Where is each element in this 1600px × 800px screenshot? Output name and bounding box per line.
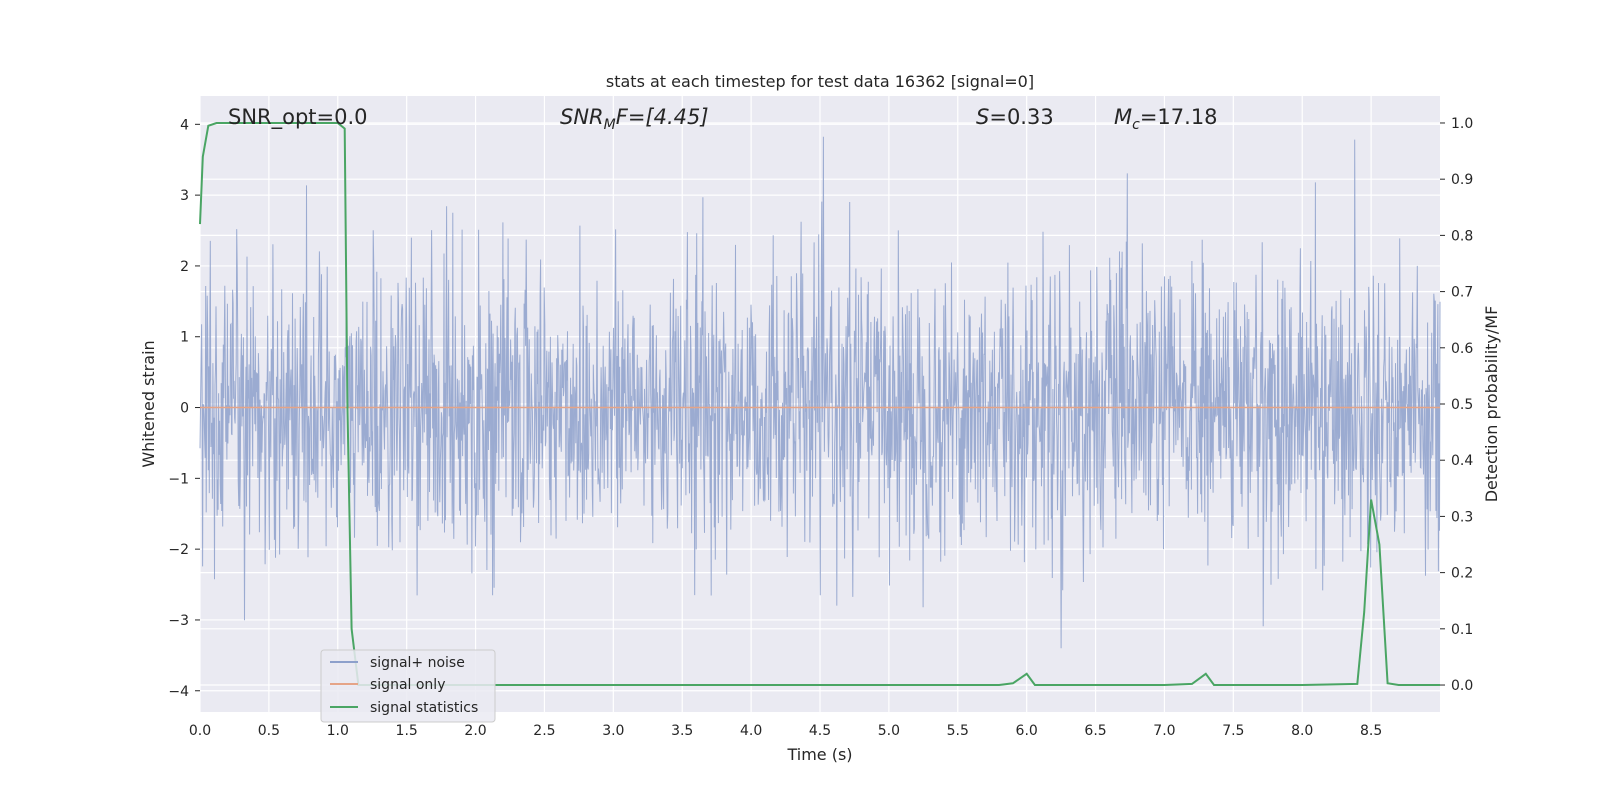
annotation-mc-sub: c — [1132, 117, 1140, 133]
x-tick-label: 1.5 — [396, 723, 418, 739]
annotation-s-value: =0.33 — [989, 105, 1053, 129]
annotation-mc-main: M — [1114, 105, 1132, 129]
x-tick-label: 2.5 — [533, 723, 555, 739]
y-tick-label: −4 — [168, 684, 189, 700]
x-tick-label: 7.0 — [1153, 723, 1175, 739]
legend-label-signal-only: signal only — [370, 677, 445, 693]
x-tick-label: 3.5 — [671, 723, 693, 739]
x-tick-label: 3.0 — [602, 723, 624, 739]
series-signal-noise — [199, 136, 1441, 649]
annotation-s-label: S — [976, 105, 989, 129]
chart-title: stats at each timestep for test data 163… — [606, 72, 1034, 91]
y-tick-label: −3 — [168, 613, 189, 629]
y2-tick-label: 0.2 — [1451, 566, 1473, 582]
y2-tick-label: 0.0 — [1451, 678, 1473, 694]
annotation-snr-mf: SNRMF=[4.45] — [560, 105, 709, 133]
x-axis-label: Time (s) — [786, 745, 852, 764]
y-tick-label: −2 — [168, 542, 189, 558]
x-tick-label: 8.5 — [1360, 723, 1382, 739]
x-tick-label: 2.0 — [464, 723, 486, 739]
y2-tick-label: 0.1 — [1451, 622, 1473, 638]
y-tick-label: −1 — [168, 471, 189, 487]
y-tick-label: 2 — [180, 259, 189, 275]
annotation-snr-mf-sub: M — [604, 117, 616, 133]
y2-tick-label: 1.0 — [1451, 116, 1473, 132]
annotation-snr-mf-main: SNR — [560, 105, 604, 129]
x-tick-label: 7.5 — [1222, 723, 1244, 739]
y2-tick-label: 0.3 — [1451, 509, 1473, 525]
y2-tick-label: 0.7 — [1451, 285, 1473, 301]
y2-tick-label: 0.9 — [1451, 172, 1473, 188]
legend-box — [320, 649, 496, 723]
legend-label-signal-statistics: signal statistics — [370, 700, 478, 716]
y2-tick-label: 0.8 — [1451, 228, 1473, 244]
y2-tick-label: 0.6 — [1451, 341, 1473, 357]
series-lines — [199, 122, 1440, 686]
y2-tick-label: 0.4 — [1451, 453, 1473, 469]
annotation-s: S=0.33 — [976, 105, 1054, 129]
y-axis-label: Whitened strain — [139, 340, 158, 467]
annotation-snr-opt: SNR_opt=0.0 — [228, 105, 368, 130]
x-tick-label: 0.5 — [258, 723, 280, 739]
y2-tick-label: 0.5 — [1451, 397, 1473, 413]
y2-axis-ticks: 1.0 0.9 0.8 0.7 0.6 0.5 0.4 0.3 0.2 0.1 0.0 — [1440, 116, 1473, 694]
legend-label-signal-noise: signal+ noise — [370, 655, 465, 671]
annotation-mc: Mc=17.18 — [1114, 105, 1218, 133]
x-tick-label: 5.0 — [878, 723, 900, 739]
x-tick-label: 8.0 — [1291, 723, 1313, 739]
y-tick-label: 1 — [180, 330, 189, 346]
x-tick-label: 4.5 — [809, 723, 831, 739]
x-tick-label: 6.5 — [1084, 723, 1106, 739]
y-axis-ticks: 4 3 2 1 0 −1 −2 −3 −4 — [168, 117, 200, 700]
x-tick-label: 0.0 — [189, 723, 211, 739]
x-tick-label: 5.5 — [947, 723, 969, 739]
x-tick-label: 6.0 — [1016, 723, 1038, 739]
y-tick-label: 4 — [180, 117, 189, 133]
x-tick-label: 4.0 — [740, 723, 762, 739]
x-axis-ticks: 0.0 0.5 1.0 1.5 2.0 2.5 3.0 3.5 4.0 4.5 5.0 5.5 6.0 6… — [189, 723, 1382, 739]
y-tick-label: 0 — [180, 401, 189, 417]
y2-axis-label: Detection probability/MF — [1482, 306, 1501, 503]
legend: signal+ noise signal only signal statist… — [320, 649, 496, 723]
series-line-signal-statistics — [199, 122, 1440, 686]
annotation-snr-mf-rest: F=[4.45] — [616, 105, 709, 129]
y-tick-label: 3 — [180, 188, 189, 204]
annotation-mc-value: =17.18 — [1140, 105, 1218, 129]
series-line-signal-noise — [199, 136, 1441, 649]
x-tick-label: 1.0 — [327, 723, 349, 739]
